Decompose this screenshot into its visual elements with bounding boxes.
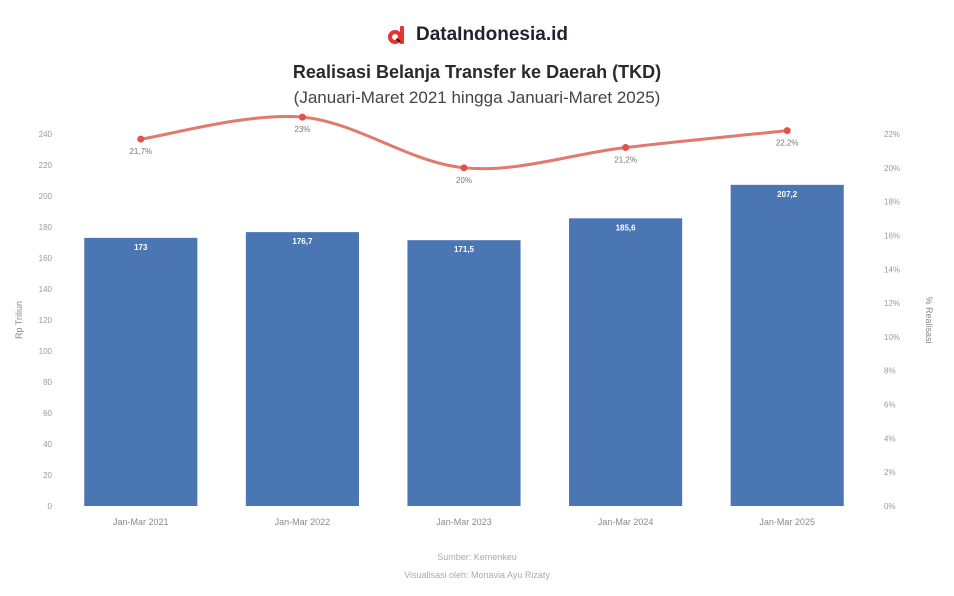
y2-tick-label: 12% bbox=[884, 299, 900, 308]
line-point bbox=[622, 144, 630, 152]
bar bbox=[245, 232, 359, 507]
y-tick-label: 20 bbox=[43, 471, 52, 480]
line-point bbox=[137, 135, 145, 143]
y-tick-label: 60 bbox=[43, 409, 52, 418]
chart-title: Realisasi Belanja Transfer ke Daerah (TK… bbox=[292, 62, 662, 82]
x-tick-label: Jan-Mar 2024 bbox=[598, 517, 654, 527]
y-tick-label: 220 bbox=[39, 161, 53, 170]
y-tick-label: 200 bbox=[39, 192, 53, 201]
y2-tick-label: 2% bbox=[884, 468, 896, 477]
line-value-label: 23% bbox=[294, 125, 310, 134]
bar-value-label: 171,5 bbox=[454, 245, 475, 254]
y2-tick-label: 0% bbox=[884, 502, 896, 511]
y-tick-label: 80 bbox=[43, 378, 52, 387]
bar-value-label: 185,6 bbox=[616, 223, 637, 232]
line-point bbox=[298, 113, 306, 121]
brand-header: DataIndonesia.id bbox=[0, 20, 954, 50]
y-tick-label: 120 bbox=[39, 316, 53, 325]
bar bbox=[569, 218, 683, 506]
line-value-label: 22,2% bbox=[776, 139, 799, 148]
line-value-label: 21,2% bbox=[614, 156, 637, 165]
line-point bbox=[460, 164, 468, 172]
y2-tick-label: 14% bbox=[884, 265, 900, 274]
bar-value-label: 207,2 bbox=[777, 190, 798, 199]
x-tick-label: Jan-Mar 2025 bbox=[759, 517, 815, 527]
bar-value-label: 173 bbox=[134, 243, 148, 252]
y2-tick-label: 16% bbox=[884, 231, 900, 240]
bar bbox=[407, 240, 521, 507]
y-tick-label: 100 bbox=[39, 347, 53, 356]
y-tick-label: 140 bbox=[39, 285, 53, 294]
y-tick-label: 180 bbox=[39, 223, 53, 232]
line-point bbox=[783, 127, 791, 135]
line-value-label: 21,7% bbox=[129, 147, 152, 156]
dataindonesia-logo-icon bbox=[387, 26, 404, 44]
source-note: Sumber: Kemenkeu bbox=[437, 552, 517, 562]
y2-tick-label: 18% bbox=[884, 198, 900, 207]
x-tick-label: Jan-Mar 2021 bbox=[113, 517, 169, 527]
y2-tick-label: 4% bbox=[884, 434, 896, 443]
brand-name: DataIndonesia.id bbox=[415, 24, 569, 45]
y2-tick-label: 6% bbox=[884, 401, 896, 410]
y-tick-label: 40 bbox=[43, 440, 52, 449]
y-tick-label: 160 bbox=[39, 254, 53, 263]
y-tick-label: 0 bbox=[48, 502, 53, 511]
y2-tick-label: 20% bbox=[884, 164, 900, 173]
y2-tick-label: 10% bbox=[884, 333, 900, 342]
chart-subtitle: (Januari-Maret 2021 hingga Januari-Maret… bbox=[293, 88, 661, 107]
y-tick-label: 240 bbox=[39, 130, 53, 139]
line-value-label: 20% bbox=[456, 176, 472, 185]
y2-axis-label: % Realisasi bbox=[924, 296, 934, 343]
y2-tick-label: 8% bbox=[884, 367, 896, 376]
series-line bbox=[139, 114, 789, 171]
x-tick-label: Jan-Mar 2022 bbox=[275, 517, 331, 527]
y-axis-label: Rp Triliun bbox=[14, 301, 24, 339]
bar bbox=[730, 184, 844, 506]
credit-note: Visualisasi oleh: Monavia Ayu Rizaty bbox=[404, 570, 550, 580]
y2-tick-label: 22% bbox=[884, 130, 900, 139]
bar bbox=[84, 237, 198, 506]
bar-value-label: 176,7 bbox=[292, 237, 313, 246]
x-tick-label: Jan-Mar 2023 bbox=[436, 517, 492, 527]
